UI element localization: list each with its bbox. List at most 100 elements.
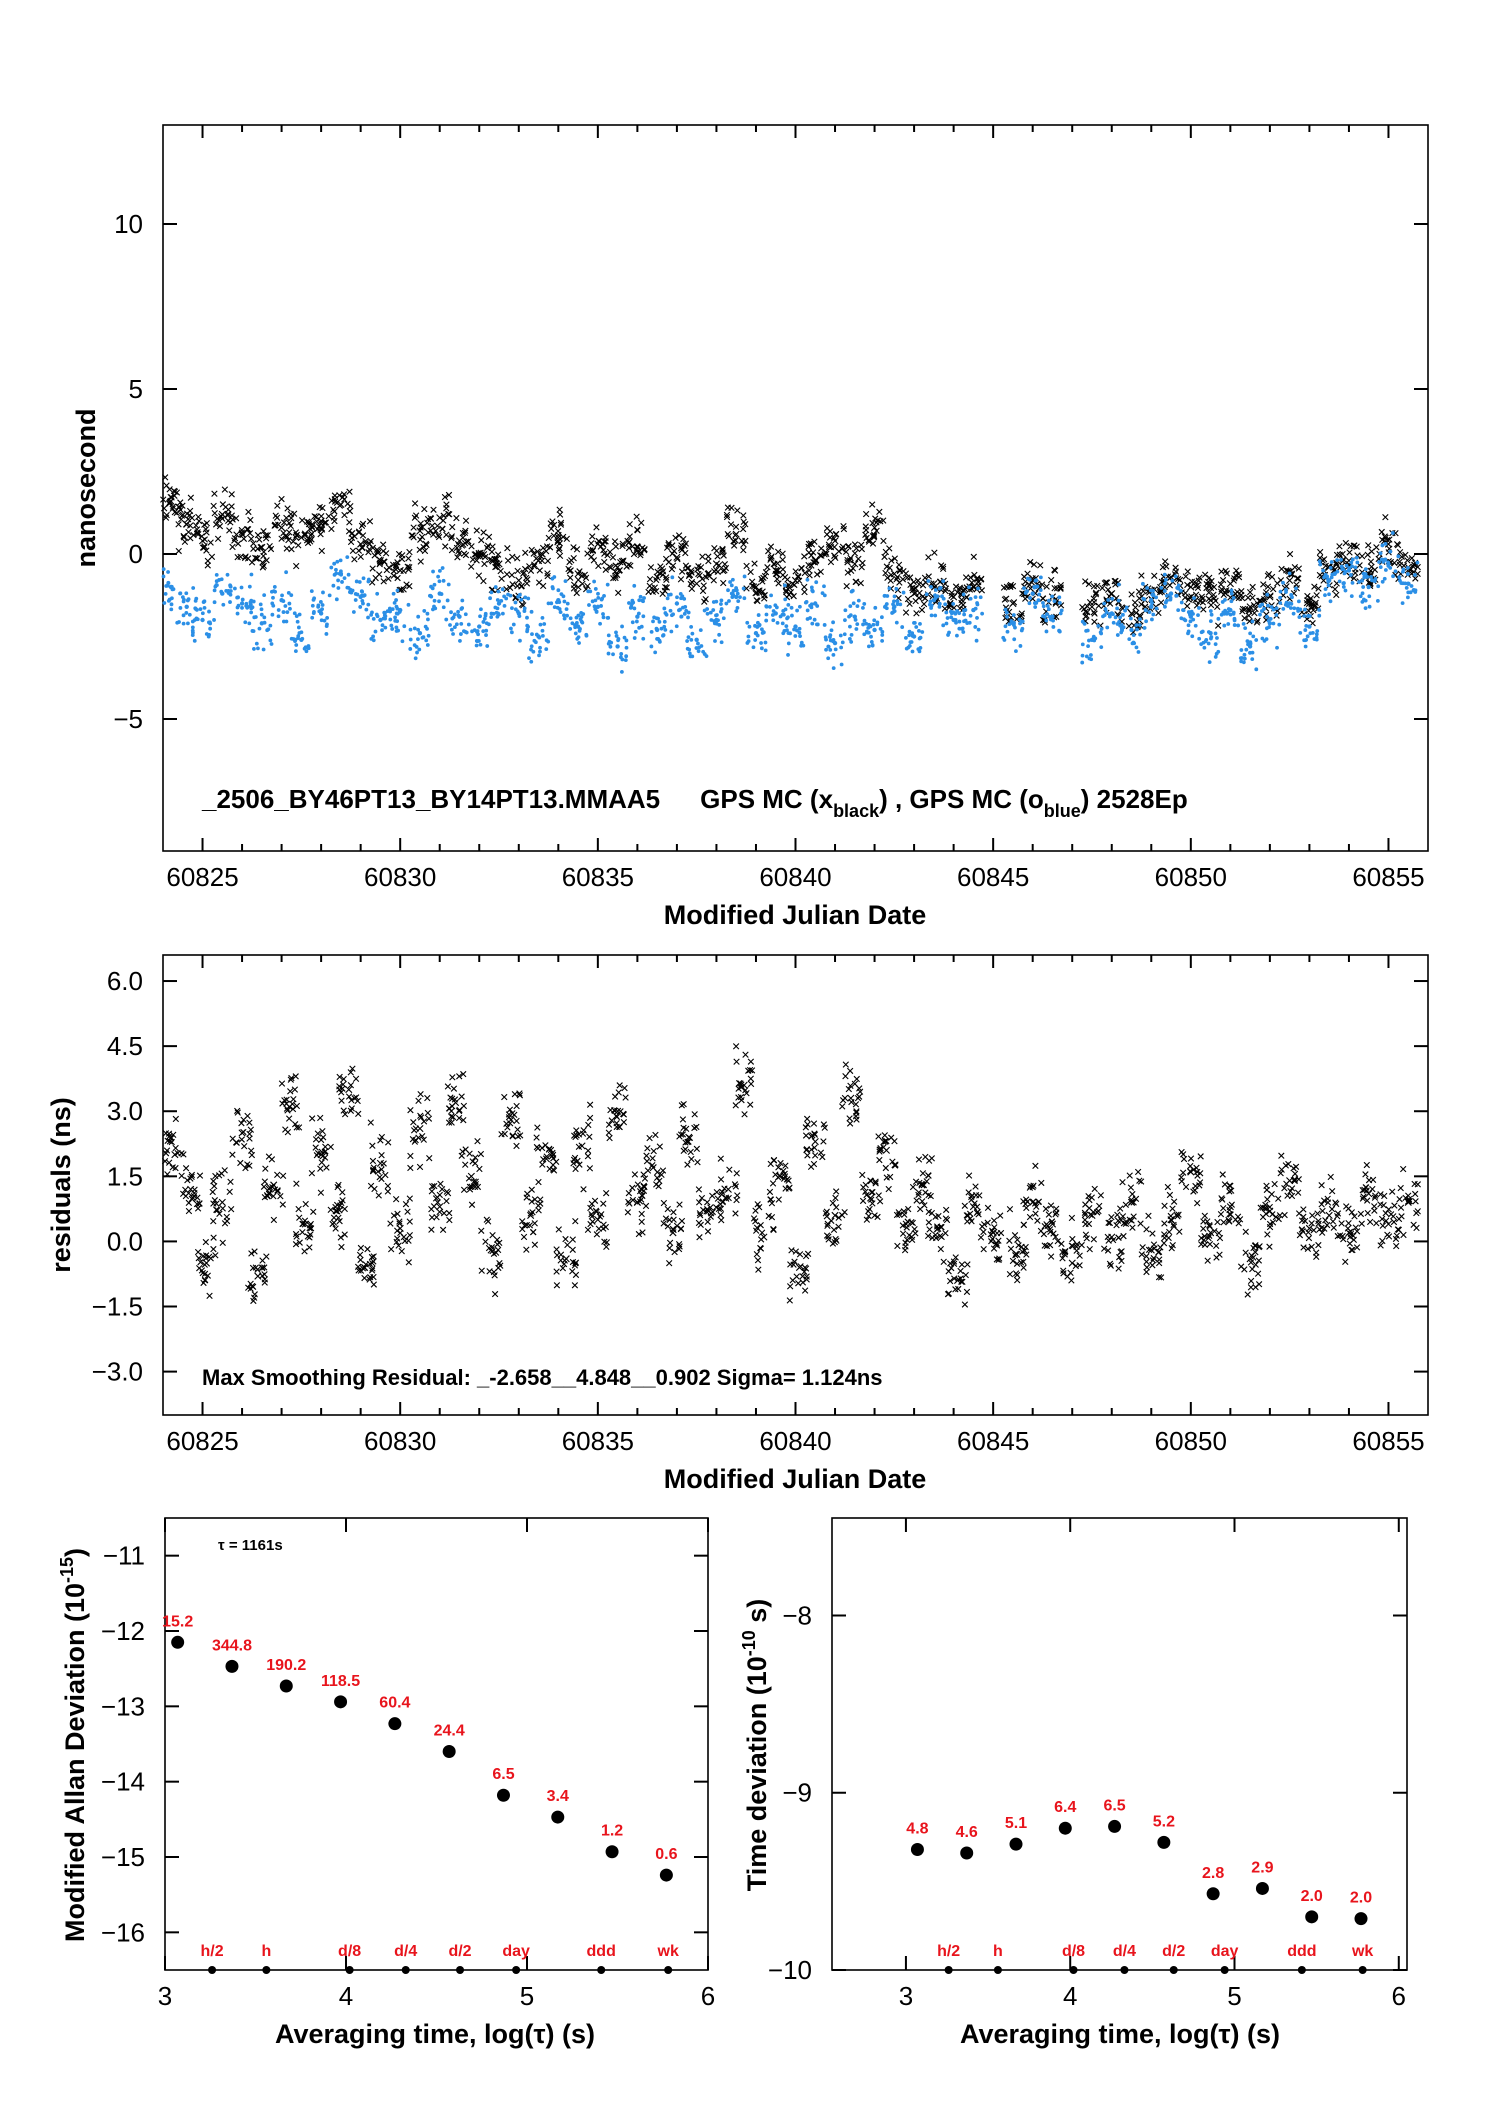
cloud-point [1379,1237,1386,1245]
cloud-point [951,610,956,615]
cloud-point [1409,584,1414,588]
cloud-point [1203,639,1208,644]
cloud-point [619,669,624,674]
cloud-point [178,591,182,596]
cloud-point [627,562,634,569]
cloud-point [1297,615,1302,619]
cloud-point [1314,1210,1321,1217]
cloud-point [1168,1244,1175,1252]
cloud-point [570,621,575,626]
cloud-point [788,631,792,636]
cloud-point [1382,534,1389,541]
cloud-point [1202,645,1207,650]
cloud-point [616,1123,623,1131]
cloud-point [975,616,979,620]
cloud-point [1000,584,1008,591]
cloud-point [1098,630,1103,635]
cloud-point [178,1172,185,1180]
cloud-point [844,569,852,576]
cloud-point [1015,1242,1022,1249]
cloud-point [382,1171,389,1179]
deviation-point [225,1659,239,1673]
cloud-point [1274,613,1279,617]
cloud-point [1059,608,1064,613]
cloud-point [995,1237,1002,1244]
cloud-point [1352,569,1359,577]
cloud-point [278,495,285,503]
data-point [872,627,877,633]
cloud-point [1361,585,1366,589]
cloud-point [454,622,459,627]
cloud-point [691,1111,698,1118]
cloud-point [803,1273,810,1280]
cloud-point [340,491,348,498]
cloud-point [1346,1233,1354,1241]
x-tick-label: 60840 [759,1426,831,1456]
y-tick-label: −3.0 [92,1357,143,1387]
cloud-point [170,587,175,592]
cloud-point [191,1189,198,1197]
cloud-point [211,510,218,517]
cloud-point [374,612,379,617]
cloud-point [306,1244,313,1251]
cloud-point [212,600,217,605]
cloud-point [1303,638,1308,643]
cloud-point [1246,618,1253,625]
allan-ylabel-main: Modified Allan Deviation (10 [60,1583,90,1942]
cloud-point [561,1257,568,1264]
cloud-point [384,1188,392,1195]
cloud-point [354,1097,361,1105]
cloud-point [474,1137,481,1145]
cloud-point [522,606,527,611]
cloud-point [443,531,450,538]
cloud-point [511,1111,518,1118]
cloud-point [1132,1195,1140,1203]
cloud-point [949,615,954,620]
cloud-point [559,533,567,541]
cloud-point [1206,1240,1214,1248]
cloud-point [1229,591,1234,596]
cloud-point [430,531,437,538]
cloud-point [200,544,208,551]
cloud-point [1305,1234,1313,1242]
cloud-point [1246,607,1253,615]
cloud-point [1239,659,1244,664]
cloud-point [568,626,573,631]
cloud-point [485,533,493,541]
cloud-point [348,534,356,542]
cloud-point [1283,583,1290,590]
cloud-point [833,647,838,652]
cloud-point [177,499,184,506]
cloud-point [341,1231,348,1238]
cloud-point [656,1143,663,1150]
cloud-point [838,1212,846,1219]
cloud-point [848,604,853,609]
cloud-point [331,517,338,525]
cloud-point [175,503,182,511]
cloud-point [973,606,978,611]
cloud-point [1318,1201,1325,1208]
cloud-point [334,597,339,602]
cloud-point [307,1225,315,1232]
cloud-point [251,1248,258,1255]
cloud-point [825,543,833,551]
cloud-point [555,531,562,539]
cloud-point [223,1213,230,1221]
point-label: 344.8 [212,1637,252,1654]
cloud-point [786,653,790,657]
cloud-point [1278,601,1283,605]
cloud-point [770,613,775,617]
cloud-point [1091,610,1098,617]
allan-deviation-xlabel: Averaging time, log(τ) (s) [275,2019,595,2049]
cloud-point [459,632,463,636]
interval-marker [1358,1966,1367,1974]
cloud-point [896,567,904,575]
cloud-point [246,1135,253,1142]
cloud-point [732,537,739,544]
interval-marker [1169,1966,1178,1974]
cloud-point [686,610,691,615]
cloud-point [237,553,244,560]
cloud-point [417,1091,424,1098]
annotation-series-text: GPS MC (x [700,784,833,814]
cloud-point [869,640,874,644]
